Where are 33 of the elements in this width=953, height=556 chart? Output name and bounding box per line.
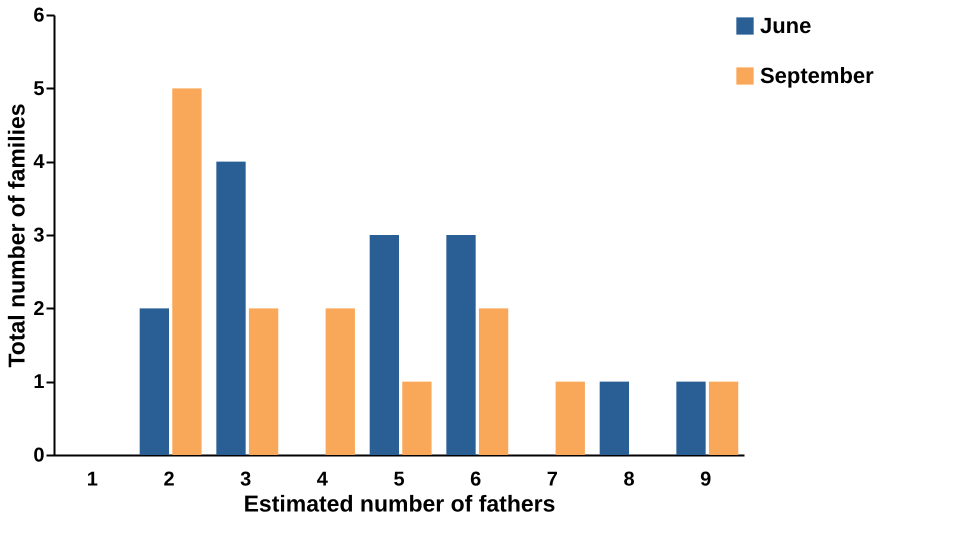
bar	[172, 88, 202, 455]
x-tick-label: 1	[86, 468, 98, 490]
x-tick-label: 9	[700, 468, 712, 490]
bar	[446, 235, 476, 455]
bar	[402, 382, 432, 455]
x-tick-label: 8	[623, 468, 635, 490]
x-tick-label: 2	[163, 468, 175, 490]
bar	[248, 308, 278, 455]
y-tick-label: 5	[33, 78, 44, 100]
bar	[140, 308, 169, 455]
bar	[326, 308, 355, 455]
x-axis-title: Estimated number of fathers	[244, 490, 556, 516]
x-tick-label: 3	[240, 468, 252, 490]
y-tick-label: 6	[33, 4, 44, 26]
bar	[370, 235, 399, 455]
y-tick-label: 4	[33, 151, 46, 174]
x-tick-label: 4	[316, 468, 329, 490]
legend-label: June	[760, 13, 812, 38]
bar	[600, 382, 629, 455]
y-tick-label: 0	[33, 444, 44, 466]
bar	[478, 308, 508, 455]
y-tick-label: 2	[33, 298, 44, 320]
bar	[708, 382, 738, 455]
legend-label: September	[760, 63, 874, 88]
x-tick-label: 6	[470, 468, 482, 490]
x-tick-label: 7	[546, 468, 558, 490]
bar	[216, 162, 246, 455]
bar	[556, 382, 585, 455]
x-tick-label: 5	[393, 468, 405, 490]
y-tick-label: 3	[33, 224, 44, 246]
y-tick-label: 1	[33, 371, 44, 394]
bar	[676, 382, 706, 455]
y-axis-title: Total number of families	[3, 103, 30, 368]
